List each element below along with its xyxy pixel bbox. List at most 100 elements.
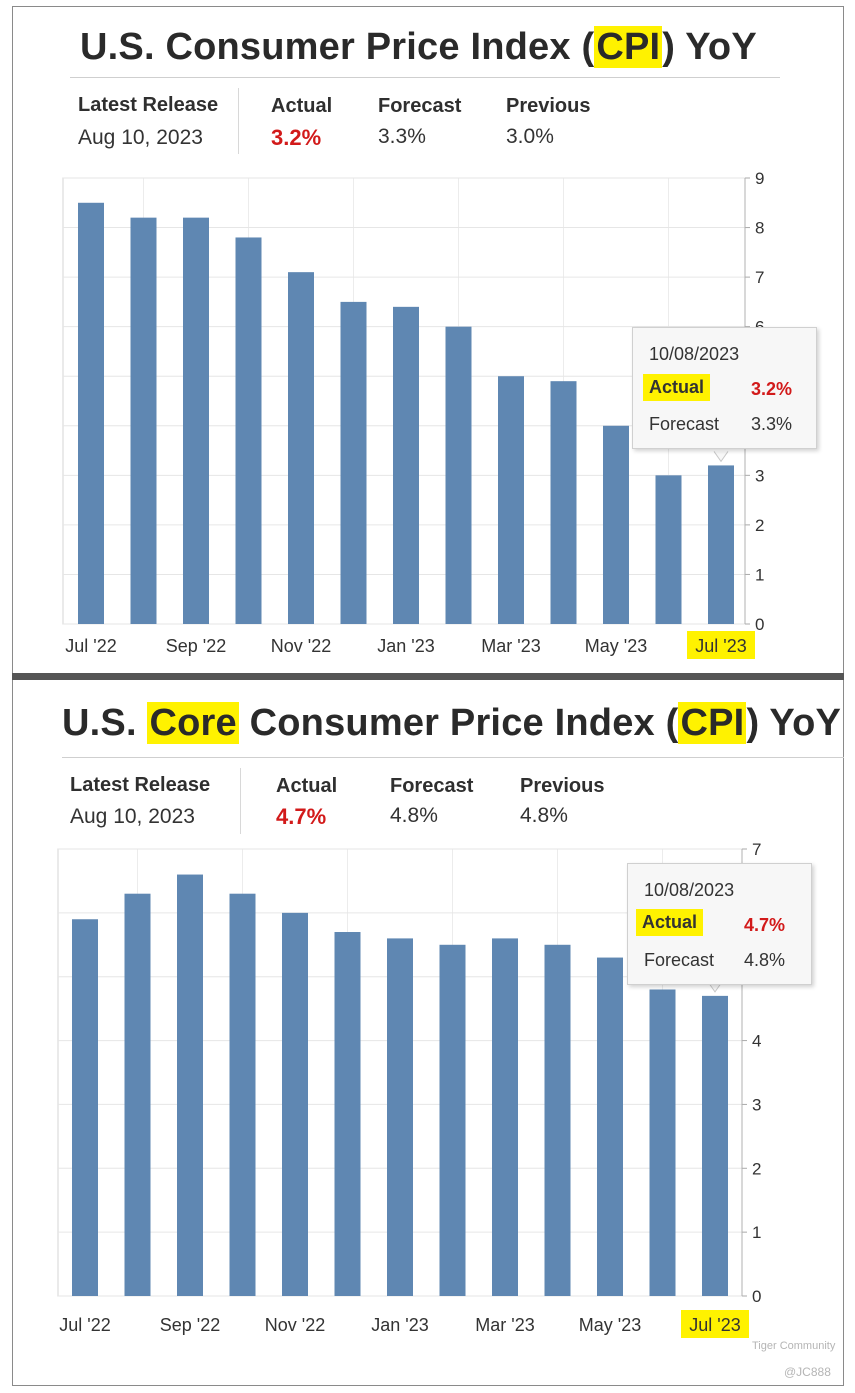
tooltip-actual-label: Actual bbox=[636, 909, 704, 936]
bar-sep-22[interactable] bbox=[177, 874, 203, 1296]
latest-release-date: Aug 10, 2023 bbox=[78, 126, 203, 149]
tooltip-forecast-value: 3.3% bbox=[751, 414, 793, 434]
forecast-label: Forecast bbox=[390, 775, 474, 797]
info-separator bbox=[238, 88, 239, 154]
title-text: ) YoY bbox=[746, 702, 842, 744]
x-tick-label: Nov '22 bbox=[271, 636, 331, 656]
forecast-label: Forecast bbox=[378, 95, 462, 117]
y-tick-label: 2 bbox=[752, 1159, 761, 1178]
actual-value: 4.7% bbox=[276, 804, 327, 829]
tooltip-date: 10/08/2023 bbox=[644, 880, 735, 900]
tooltip-actual-label: Actual bbox=[643, 374, 711, 401]
previous-value: 3.0% bbox=[506, 125, 554, 148]
previous-value: 4.8% bbox=[520, 804, 568, 827]
x-tick-label: Jul '22 bbox=[65, 636, 116, 656]
bar-apr-23[interactable] bbox=[550, 381, 577, 624]
title-highlight-cpi: CPI bbox=[594, 26, 663, 68]
title-text: U.S. bbox=[62, 702, 148, 744]
bar-may-23[interactable] bbox=[603, 425, 629, 624]
latest-release-label: Latest Release bbox=[70, 774, 211, 796]
x-tick-label: Sep '22 bbox=[160, 1315, 221, 1335]
x-tick-label: Nov '22 bbox=[265, 1315, 325, 1335]
title-rule bbox=[62, 757, 844, 758]
bar-apr-23[interactable] bbox=[544, 944, 571, 1296]
bar-jun-23[interactable] bbox=[649, 989, 676, 1296]
actual-value: 3.2% bbox=[271, 125, 322, 150]
bar-jan-23[interactable] bbox=[387, 938, 413, 1296]
watermark-handle: @JC888 bbox=[784, 1365, 831, 1379]
y-tick-label: 0 bbox=[755, 615, 764, 634]
x-tick-label: May '23 bbox=[579, 1315, 641, 1335]
x-tick-label: Jul '22 bbox=[59, 1315, 110, 1335]
y-tick-label: 3 bbox=[755, 466, 764, 485]
chart-tooltip: 10/08/2023 Actual 4.7% Forecast 4.8% bbox=[627, 863, 812, 985]
title-rule bbox=[70, 77, 780, 78]
y-tick-label: 0 bbox=[752, 1287, 761, 1306]
x-tick-label: Jan '23 bbox=[377, 636, 434, 656]
bar-jan-23[interactable] bbox=[393, 306, 419, 624]
x-tick-highlight bbox=[687, 631, 755, 659]
info-separator bbox=[240, 768, 241, 834]
title-text: Consumer Price Index ( bbox=[238, 702, 679, 744]
title-text: ) YoY bbox=[662, 26, 757, 68]
forecast-value: 4.8% bbox=[390, 804, 438, 827]
y-tick-label: 1 bbox=[755, 565, 764, 584]
y-tick-label: 8 bbox=[755, 219, 764, 238]
y-tick-label: 1 bbox=[752, 1223, 761, 1242]
chart-tooltip: 10/08/2023 Actual 3.2% Forecast 3.3% bbox=[632, 327, 817, 449]
panel-title: U.S. Core Consumer Price Index (CPI) YoY bbox=[62, 702, 841, 745]
x-tick-label: Jan '23 bbox=[371, 1315, 428, 1335]
bar-aug-22[interactable] bbox=[124, 893, 151, 1296]
y-tick-label: 2 bbox=[755, 516, 764, 535]
x-tick-label: Jul '23 bbox=[689, 1315, 740, 1335]
tooltip-forecast-label: Forecast bbox=[644, 950, 715, 970]
bar-jul-22[interactable] bbox=[72, 919, 98, 1296]
bar-dec-22[interactable] bbox=[340, 301, 367, 624]
bar-nov-22[interactable] bbox=[282, 912, 308, 1296]
tooltip-forecast-value: 4.8% bbox=[744, 950, 786, 970]
bar-aug-22[interactable] bbox=[130, 217, 157, 624]
bar-feb-23[interactable] bbox=[445, 326, 472, 624]
bar-jul-23[interactable] bbox=[702, 995, 728, 1296]
forecast-value: 3.3% bbox=[378, 125, 426, 148]
x-tick-label: Mar '23 bbox=[481, 636, 540, 656]
x-tick-label: Mar '23 bbox=[475, 1315, 534, 1335]
x-tick-label: Sep '22 bbox=[166, 636, 227, 656]
tooltip-actual-value: 4.7% bbox=[744, 915, 786, 935]
bar-jun-23[interactable] bbox=[655, 475, 682, 624]
latest-release-label: Latest Release bbox=[78, 94, 219, 116]
x-tick-label: Jul '23 bbox=[695, 636, 746, 656]
image-frame bbox=[12, 6, 844, 1386]
bar-may-23[interactable] bbox=[597, 957, 623, 1296]
previous-label: Previous bbox=[506, 95, 591, 117]
bar-jul-22[interactable] bbox=[78, 202, 104, 624]
bar-oct-22[interactable] bbox=[235, 237, 262, 624]
bar-dec-22[interactable] bbox=[334, 932, 361, 1296]
panel-title: U.S. Consumer Price Index (CPI) YoY bbox=[80, 26, 757, 69]
y-tick-label: 4 bbox=[752, 1032, 761, 1051]
bar-oct-22[interactable] bbox=[229, 893, 256, 1296]
latest-release-date: Aug 10, 2023 bbox=[70, 805, 195, 828]
y-tick-label: 7 bbox=[755, 268, 764, 287]
tooltip-forecast-label: Forecast bbox=[649, 414, 720, 434]
bar-sep-22[interactable] bbox=[183, 217, 209, 624]
panel-divider bbox=[12, 673, 844, 680]
bar-nov-22[interactable] bbox=[288, 272, 314, 624]
bar-jul-23[interactable] bbox=[708, 465, 734, 624]
tooltip-date: 10/08/2023 bbox=[649, 344, 740, 364]
bar-mar-23[interactable] bbox=[492, 938, 518, 1296]
actual-label: Actual bbox=[276, 775, 338, 797]
watermark-brand: Tiger Community bbox=[752, 1340, 836, 1352]
title-highlight-core: Core bbox=[147, 702, 239, 744]
bar-mar-23[interactable] bbox=[498, 376, 524, 624]
tooltip-pointer bbox=[713, 451, 729, 463]
y-tick-label: 9 bbox=[755, 169, 764, 188]
y-tick-label: 7 bbox=[752, 840, 761, 859]
actual-label: Actual bbox=[271, 95, 333, 117]
title-highlight-cpi: CPI bbox=[678, 702, 747, 744]
x-tick-label: May '23 bbox=[585, 636, 647, 656]
bar-feb-23[interactable] bbox=[439, 944, 466, 1296]
title-text: U.S. Consumer Price Index ( bbox=[80, 26, 595, 68]
